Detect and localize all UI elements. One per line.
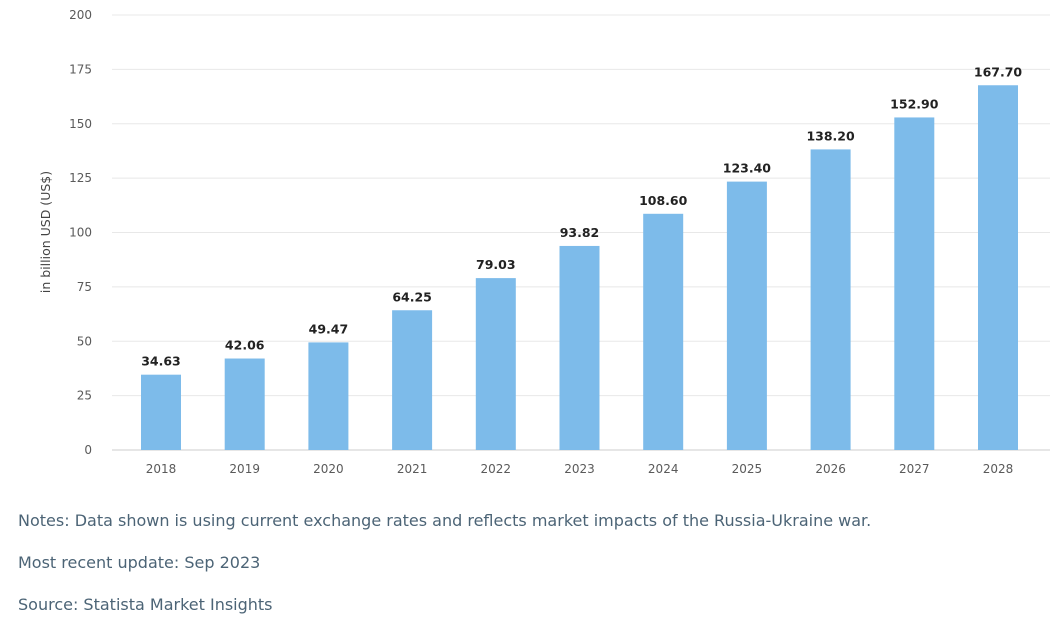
data-label-2023: 93.82 xyxy=(560,225,600,240)
y-tick-label: 175 xyxy=(69,62,92,76)
x-tick-label-2019: 2019 xyxy=(229,462,260,476)
notes-text: Notes: Data shown is using current excha… xyxy=(18,511,872,530)
bar-2025[interactable] xyxy=(726,181,767,451)
data-label-2026: 138.20 xyxy=(806,128,855,143)
data-label-2024: 108.60 xyxy=(639,193,688,208)
source-text: Source: Statista Market Insights xyxy=(18,595,273,614)
grid-lines xyxy=(112,14,1050,451)
y-tick-label: 75 xyxy=(77,280,92,294)
bar-2020[interactable] xyxy=(308,342,349,450)
chart-notes: Notes: Data shown is using current excha… xyxy=(18,500,1048,626)
bar-chart: 0 25 50 75 100 125 150 175 200 in billion USD (U… xyxy=(38,8,1050,476)
data-labels: 34.63 42.06 49.47 64.25 79.03 93.82 108.60 123.… xyxy=(141,64,1022,368)
x-tick-label-2026: 2026 xyxy=(815,462,846,476)
y-tick-label: 125 xyxy=(69,171,92,185)
x-tick-label-2028: 2028 xyxy=(983,462,1014,476)
x-tick-label-2025: 2025 xyxy=(732,462,763,476)
x-tick-label-2020: 2020 xyxy=(313,462,344,476)
y-tick-label: 200 xyxy=(69,8,92,22)
data-label-2022: 79.03 xyxy=(476,257,516,272)
data-label-2019: 42.06 xyxy=(225,338,265,353)
y-axis-title: in billion USD (US$) xyxy=(38,171,53,293)
bar-2023[interactable] xyxy=(559,245,600,450)
data-label-2027: 152.90 xyxy=(890,96,939,111)
data-label-2028: 167.70 xyxy=(974,64,1023,79)
bar-2018[interactable] xyxy=(141,374,181,450)
bar-2027[interactable] xyxy=(894,117,935,450)
x-axis-ticks: 2018 2019 2020 2021 2022 2023 2024 2025 2026 2027… xyxy=(146,462,1014,476)
data-label-2025: 123.40 xyxy=(723,161,772,176)
bar-2022[interactable] xyxy=(475,278,516,450)
update-text: Most recent update: Sep 2023 xyxy=(18,553,261,572)
x-tick-label-2024: 2024 xyxy=(648,462,679,476)
bar-2028[interactable] xyxy=(978,85,1018,450)
bar-2024[interactable] xyxy=(643,213,684,450)
y-tick-label: 0 xyxy=(84,443,92,457)
data-label-2020: 49.47 xyxy=(309,321,349,336)
y-tick-label: 100 xyxy=(69,226,92,240)
x-tick-label-2022: 2022 xyxy=(481,462,512,476)
bar-2021[interactable] xyxy=(392,310,433,450)
x-tick-label-2027: 2027 xyxy=(899,462,930,476)
bars xyxy=(141,85,1018,451)
bar-2019[interactable] xyxy=(224,358,265,450)
y-axis-ticks: 0 25 50 75 100 125 150 175 200 xyxy=(69,8,92,457)
data-label-2018: 34.63 xyxy=(141,354,181,369)
x-tick-label-2018: 2018 xyxy=(146,462,177,476)
x-tick-label-2023: 2023 xyxy=(564,462,595,476)
bar-2026[interactable] xyxy=(810,149,851,451)
x-tick-label-2021: 2021 xyxy=(397,462,428,476)
data-label-2021: 64.25 xyxy=(392,289,432,304)
y-tick-label: 25 xyxy=(77,389,92,403)
y-tick-label: 50 xyxy=(77,334,92,348)
y-tick-label: 150 xyxy=(69,117,92,131)
